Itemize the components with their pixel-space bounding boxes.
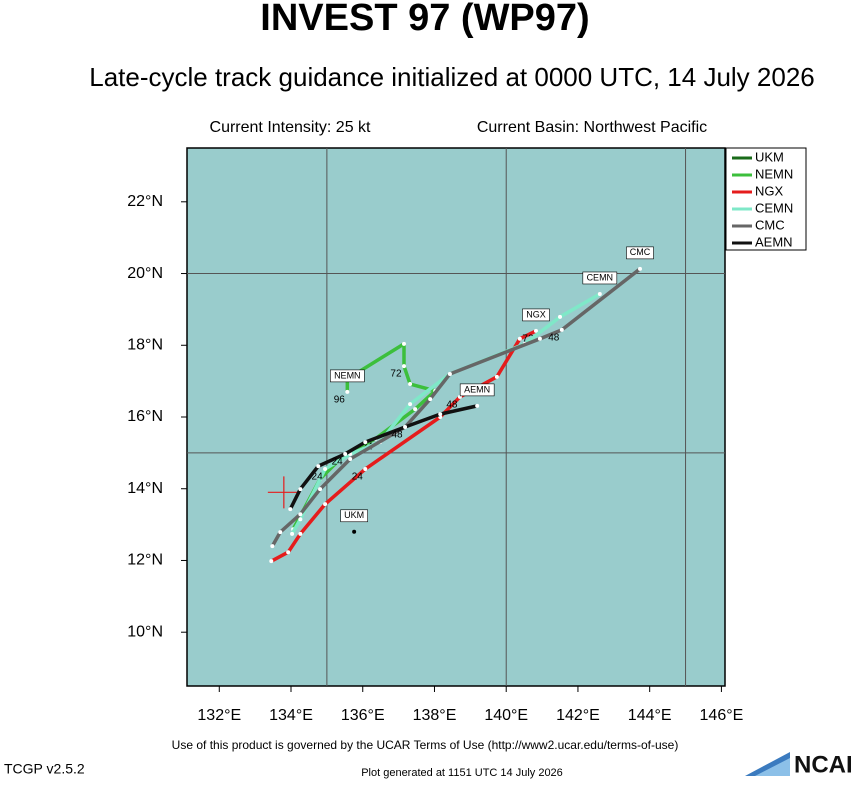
chart-title: INVEST 97 (WP97)	[260, 0, 589, 39]
end-label: AEMN	[464, 384, 490, 394]
end-label: NEMN	[334, 370, 361, 380]
plot-area	[186, 147, 726, 687]
y-tick-label: 20°N	[127, 265, 163, 282]
legend-label: CMC	[755, 217, 785, 232]
track	[288, 404, 478, 510]
current-position	[267, 476, 300, 509]
x-tick-label: 140°E	[484, 707, 528, 724]
track-point	[343, 451, 348, 456]
track-point	[408, 402, 413, 407]
logo: NCAR	[794, 751, 851, 778]
track-point	[352, 529, 357, 534]
x-tick-label: 142°E	[556, 707, 600, 724]
x-tick-label: 144°E	[628, 707, 672, 724]
track-point	[494, 374, 499, 379]
legend-label: CEMN	[755, 200, 793, 215]
end-label: NGX	[526, 309, 546, 319]
track-point	[537, 336, 542, 341]
track-point	[290, 531, 295, 536]
hour-label: 72	[522, 334, 534, 345]
track	[270, 329, 537, 563]
y-tick-label: 18°N	[127, 336, 163, 353]
track-point	[288, 507, 293, 512]
track-point	[269, 559, 274, 564]
generated: Plot generated at 1151 UTC 14 July 2026	[361, 767, 563, 779]
track-point	[286, 550, 291, 555]
track-point	[447, 371, 452, 376]
hour-label: 72	[390, 369, 402, 380]
basin: Current Basin: Northwest Pacific	[477, 119, 707, 136]
y-tick-label: 14°N	[127, 480, 163, 497]
track-point	[345, 389, 350, 394]
track-point	[558, 314, 563, 319]
end-label-box	[582, 271, 618, 285]
track-point	[517, 336, 522, 341]
track-point	[428, 397, 433, 402]
track-point	[363, 467, 368, 472]
track-point	[316, 464, 321, 469]
legend-label: NGX	[755, 183, 784, 198]
track-point	[270, 544, 275, 549]
x-tick-label: 136°E	[341, 707, 385, 724]
legend-label: UKM	[755, 149, 784, 164]
x-tick-label: 146°E	[700, 707, 744, 724]
track-point	[403, 425, 408, 430]
end-label-box	[340, 509, 368, 523]
y-tick-label: 22°N	[127, 193, 163, 210]
end-label-box	[459, 383, 495, 397]
hour-label: 48	[392, 430, 404, 441]
track-point	[318, 487, 323, 492]
end-label-box	[626, 246, 654, 260]
track-point	[298, 487, 303, 492]
y-tick-label: 10°N	[127, 623, 163, 640]
chart-subtitle: Late-cycle track guidance initialized at…	[89, 62, 815, 92]
track-point	[278, 530, 283, 535]
track-point	[323, 467, 328, 472]
track-point	[597, 291, 602, 296]
x-tick-label: 138°E	[413, 707, 457, 724]
end-label-box	[330, 369, 365, 383]
track-point	[401, 341, 406, 346]
hour-label: 48	[446, 400, 458, 411]
track-point	[401, 364, 406, 369]
legend	[725, 147, 807, 251]
hour-label: 48	[548, 332, 560, 343]
x-tick-label: 132°E	[197, 707, 241, 724]
track-point	[533, 328, 538, 333]
track-point	[323, 502, 328, 507]
end-label: UKM	[344, 510, 364, 520]
track-point	[438, 412, 443, 417]
end-label: CMC	[630, 247, 651, 257]
track-point	[408, 382, 413, 387]
x-tick-label: 134°E	[269, 707, 313, 724]
end-label: CEMN	[587, 272, 614, 282]
track-point	[475, 403, 480, 408]
logo-mark	[745, 752, 790, 776]
track-point	[298, 512, 303, 517]
version: TCGP v2.5.2	[4, 761, 85, 777]
legend-label: AEMN	[755, 234, 793, 249]
terms: Use of this product is governed by the U…	[172, 738, 679, 752]
end-label-box	[522, 308, 550, 322]
track	[290, 292, 601, 535]
track-point	[363, 440, 368, 445]
track-point	[348, 456, 353, 461]
track-point	[637, 266, 642, 271]
y-tick-label: 16°N	[127, 408, 163, 425]
hour-label: 24	[312, 472, 324, 483]
track-point	[559, 327, 564, 332]
hour-label: 96	[334, 395, 346, 406]
track-point	[413, 407, 418, 412]
hour-label: 24	[332, 457, 344, 468]
hour-label: 24	[352, 472, 364, 483]
intensity: Current Intensity: 25 kt	[210, 119, 372, 136]
y-tick-label: 12°N	[127, 552, 163, 569]
legend-label: NEMN	[755, 166, 793, 181]
track-point	[298, 517, 303, 522]
track-point	[298, 531, 303, 536]
